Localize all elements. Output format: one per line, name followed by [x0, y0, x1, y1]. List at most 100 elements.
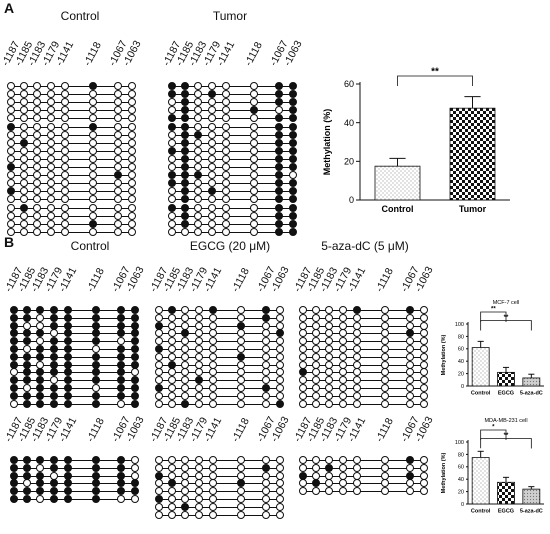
unmethylated-cpg: [353, 376, 361, 385]
unmethylated-cpg: [222, 138, 230, 147]
clone-row: [153, 471, 288, 480]
unmethylated-cpg: [209, 456, 217, 464]
unmethylated-cpg: [195, 360, 203, 369]
methylated-cpg: [181, 502, 189, 511]
methylated-cpg: [181, 130, 189, 139]
cpg-position-label: -1118: [229, 416, 252, 444]
methylated-cpg: [168, 146, 176, 155]
unmethylated-cpg: [33, 98, 41, 107]
clone-line: [11, 118, 132, 120]
unmethylated-cpg: [262, 345, 270, 353]
clone-line: [303, 333, 424, 335]
methylated-cpg: [131, 313, 139, 322]
unmethylated-cpg: [299, 399, 307, 408]
unmethylated-cpg: [209, 337, 217, 346]
methylated-cpg: [181, 122, 189, 131]
methylated-cpg: [131, 337, 139, 346]
unmethylated-cpg: [237, 329, 245, 338]
unmethylated-cpg: [50, 471, 58, 480]
clone-line: [303, 388, 424, 389]
clone-row: [297, 306, 432, 314]
methylated-cpg: [289, 219, 297, 228]
unmethylated-cpg: [299, 306, 307, 314]
unmethylated-cpg: [237, 391, 245, 400]
unmethylated-cpg: [208, 130, 216, 139]
clone-row: [5, 211, 140, 220]
unmethylated-cpg: [114, 227, 122, 236]
unmethylated-cpg: [250, 98, 258, 107]
methylated-cpg: [289, 90, 297, 99]
unmethylated-cpg: [250, 195, 258, 204]
methylated-cpg: [131, 479, 139, 488]
unmethylated-cpg: [339, 384, 347, 392]
unmethylated-cpg: [209, 479, 217, 488]
methylated-cpg: [195, 376, 203, 385]
unmethylated-cpg: [325, 368, 333, 377]
unmethylated-cpg: [155, 510, 163, 519]
unmethylated-cpg: [325, 399, 333, 408]
unmethylated-cpg: [208, 146, 216, 155]
clone-row: [166, 90, 301, 99]
methylated-cpg: [36, 399, 44, 408]
methylated-cpg: [92, 376, 100, 385]
methylated-cpg: [237, 321, 245, 330]
unmethylated-cpg: [47, 163, 55, 171]
clone-line: [11, 199, 132, 201]
clone-line: [11, 134, 132, 136]
cpg-position-label: -1118: [242, 40, 265, 68]
methylated-cpg: [181, 179, 189, 188]
unmethylated-cpg: [61, 106, 69, 115]
significance-bracket: [480, 429, 507, 440]
clone-line: [11, 102, 132, 104]
unmethylated-cpg: [195, 313, 203, 322]
methylated-cpg: [50, 391, 58, 400]
unmethylated-cpg: [7, 114, 15, 123]
clone-line: [303, 491, 424, 493]
y-tick-label: 100: [455, 440, 464, 446]
clone-row: [297, 399, 432, 408]
clone-line: [303, 364, 424, 366]
group-title-a-tumor: Tumor: [212, 9, 248, 23]
unmethylated-cpg: [168, 471, 176, 480]
unmethylated-cpg: [339, 337, 347, 346]
unmethylated-cpg: [47, 98, 55, 107]
unmethylated-cpg: [47, 187, 55, 196]
methylated-cpg: [289, 203, 297, 212]
clone-line: [303, 483, 424, 485]
bar: [449, 107, 496, 201]
clone-line: [172, 86, 293, 87]
unmethylated-cpg: [353, 487, 361, 496]
methylated-cpg: [92, 368, 100, 377]
unmethylated-cpg: [325, 456, 333, 464]
unmethylated-cpg: [194, 146, 202, 155]
unmethylated-cpg: [339, 479, 347, 488]
methylated-cpg: [92, 495, 100, 503]
clone-line: [172, 183, 293, 185]
unmethylated-cpg: [406, 337, 414, 346]
clone-line: [14, 310, 135, 311]
unmethylated-cpg: [381, 399, 389, 408]
methylated-cpg: [181, 82, 189, 90]
methylated-cpg: [406, 471, 414, 480]
clone-row: [166, 122, 301, 131]
unmethylated-cpg: [250, 227, 258, 236]
methylated-cpg: [92, 456, 100, 464]
unmethylated-cpg: [353, 479, 361, 488]
unmethylated-cpg: [381, 313, 389, 322]
unmethylated-cpg: [312, 337, 320, 346]
methylated-cpg: [262, 306, 270, 314]
unmethylated-cpg: [195, 329, 203, 338]
methylated-cpg: [92, 360, 100, 369]
unmethylated-cpg: [325, 391, 333, 400]
unmethylated-cpg: [381, 456, 389, 464]
unmethylated-cpg: [33, 203, 41, 212]
unmethylated-cpg: [299, 384, 307, 392]
methylated-cpg: [36, 376, 44, 385]
category-label: 5-aza-dC: [520, 509, 543, 515]
unmethylated-cpg: [381, 376, 389, 385]
unmethylated-cpg: [420, 360, 428, 369]
unmethylated-cpg: [195, 502, 203, 511]
unmethylated-cpg: [181, 391, 189, 400]
methylated-cpg: [181, 114, 189, 123]
unmethylated-cpg: [168, 391, 176, 400]
